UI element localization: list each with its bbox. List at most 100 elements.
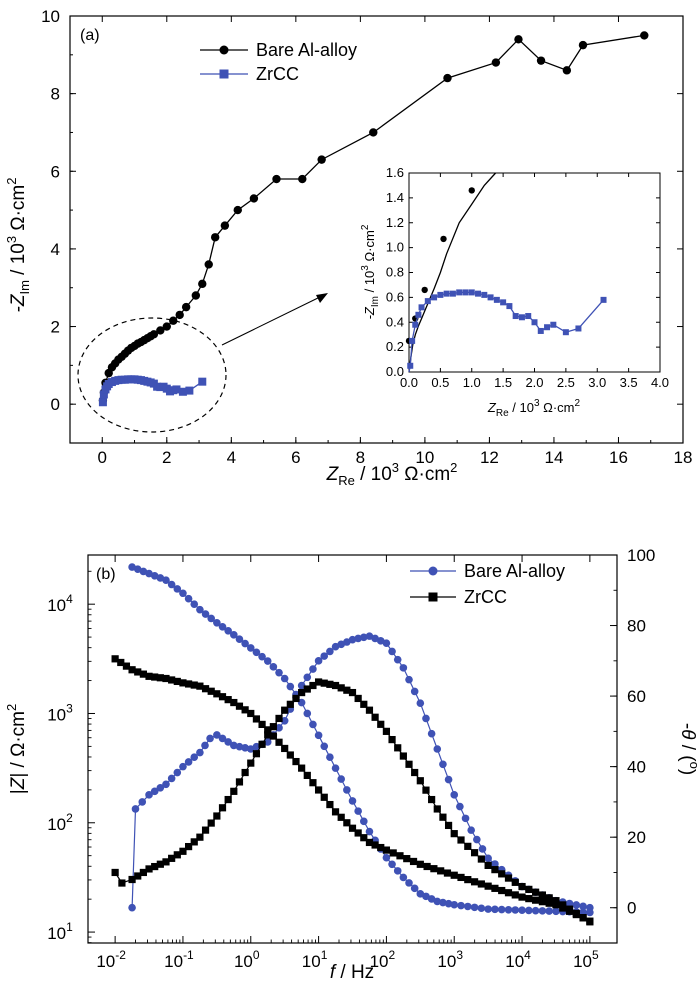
series-b-phase-point-1 — [111, 868, 119, 877]
y2-label-b-end: ) — [677, 769, 698, 775]
inset-y-label-sup: 3 — [360, 265, 371, 271]
series-b-modulus-point-1 — [224, 696, 232, 704]
series-a-point-1 — [198, 377, 207, 386]
series-b-phase-point-1 — [264, 731, 272, 739]
y2-tick-label-b: 100 — [627, 546, 655, 565]
x-label-a-rest: / 10 — [355, 464, 392, 485]
series-b-phase-point-1 — [457, 836, 465, 844]
y-tick-label-b-exp: 4 — [66, 592, 73, 606]
series-b-phase-point-0 — [484, 854, 492, 863]
series-b-modulus-point-0 — [439, 898, 447, 907]
series-b-modulus-point-0 — [405, 879, 413, 887]
x-tick-label-b: 105 — [573, 948, 599, 971]
series-b-phase-point-0 — [309, 665, 317, 673]
x-tick-label-a: 6 — [291, 448, 300, 467]
series-b-modulus-point-0 — [504, 905, 513, 914]
y-tick-label-a: 4 — [51, 240, 60, 259]
x-tick-label-b-exp: 3 — [456, 948, 463, 962]
inset-zrcc-point — [462, 289, 469, 296]
inset-zrcc-point — [525, 313, 532, 320]
series-b-phase-point-1 — [377, 720, 385, 728]
series-b-modulus-point-1 — [201, 685, 210, 693]
series-b-phase-point-0 — [213, 731, 221, 739]
x-tick-label-b: 100 — [234, 948, 260, 971]
series-b-phase-point-0 — [235, 742, 244, 751]
inset-zrcc-point — [493, 296, 500, 303]
series-a-point-0 — [210, 233, 220, 242]
inset-zrcc-point — [412, 321, 419, 328]
series-b-modulus-point-1 — [464, 876, 472, 884]
inset-x-label: ZRe / 103 Ω·cm2 — [487, 398, 581, 419]
series-b-phase-point-0 — [179, 762, 187, 771]
series-b-modulus-point-0 — [416, 890, 425, 898]
x-axis-label-a: ZRe / 103 Ω·cm2 — [326, 460, 458, 488]
series-a-point-0 — [578, 40, 588, 50]
y-tick-label-b-exp: 3 — [66, 701, 73, 715]
series-b-modulus-point-1 — [443, 869, 452, 877]
y-axis-label-b: |Z| / Ω·cm2 — [4, 704, 29, 794]
series-b-modulus-point-1 — [545, 899, 553, 907]
y-tick-label-b-base: 10 — [47, 815, 66, 834]
series-b-phase-point-0 — [388, 647, 396, 656]
series-b-phase-point-1 — [470, 849, 479, 857]
y-tick-label-a: 10 — [41, 7, 60, 26]
series-b-modulus-point-1 — [298, 764, 306, 772]
series-b-phase-point-1 — [525, 885, 533, 893]
x-label-b-main: f — [330, 962, 337, 983]
series-b-phase-point-1 — [545, 894, 553, 902]
series-b-modulus-point-0 — [297, 698, 306, 707]
series-b-modulus-point-0 — [497, 905, 506, 914]
series-a-point-0 — [220, 221, 230, 230]
inset-y-tick-label: 1.0 — [386, 240, 404, 255]
series-a-point-0 — [162, 322, 171, 331]
series-b-modulus-point-1 — [423, 862, 431, 871]
series-b-modulus-point-1 — [511, 891, 519, 899]
series-a-point-0 — [443, 73, 452, 83]
series-b-phase-point-0 — [131, 805, 140, 813]
series-b-phase-point-1 — [477, 855, 485, 863]
legend-a: Bare Al-alloy ZrCC — [200, 40, 357, 84]
series-b-modulus-point-1 — [518, 893, 526, 901]
series-b-modulus-point-1 — [382, 846, 391, 854]
series-b-modulus-point-0 — [525, 906, 533, 915]
inset-x-tick-label: 3.5 — [620, 375, 638, 390]
series-b-modulus-point-0 — [552, 907, 560, 916]
inset-frame — [408, 172, 661, 373]
series-b-phase-point-1 — [504, 874, 513, 882]
series-b-modulus-point-1 — [218, 693, 227, 701]
series-b-modulus-point-0 — [230, 630, 238, 639]
y-tick-label-b: 103 — [47, 701, 73, 724]
series-b-phase-point-1 — [405, 760, 413, 768]
y-tick-label-a: 2 — [51, 318, 60, 337]
series-b-modulus-point-0 — [337, 775, 345, 783]
inset-x-label-sup: 3 — [534, 398, 540, 409]
series-b-modulus-point-1 — [269, 732, 277, 740]
inset-x-ticks: 0.0 0.5 1.0 1.5 2.0 2.5 3.0 3.5 4.0 — [400, 173, 669, 390]
x-tick-label-b-base: 10 — [96, 952, 115, 971]
x-tick-label-b: 104 — [505, 948, 531, 971]
series-b-modulus-point-1 — [303, 771, 311, 780]
inset-y-tick-label: 1.2 — [386, 215, 404, 230]
series-b-phase-point-0 — [410, 687, 419, 696]
plot-frame-b — [87, 554, 618, 944]
legend-b: Bare Al-alloy ZrCC — [410, 561, 565, 607]
series-b-modulus-point-0 — [207, 614, 216, 623]
series-b-modulus-point-0 — [518, 906, 526, 915]
series-b-phase-point-0 — [348, 635, 357, 644]
series-b-phase-point-0 — [184, 758, 193, 766]
series-b-modulus-point-1 — [409, 857, 418, 866]
y-tick-label-b-base: 10 — [47, 924, 66, 943]
series-b-phase-point-1 — [422, 786, 430, 794]
y-tick-label-b: 102 — [47, 811, 73, 834]
series-b-modulus-point-0 — [427, 895, 436, 903]
y2-axis-ticks-b: 0 20 40 60 80 100 — [610, 546, 655, 944]
series-b-phase-point-0 — [303, 673, 312, 682]
y-tick-label-b: 101 — [47, 920, 73, 943]
series-b-phase-point-1 — [281, 706, 289, 714]
x-tick-label-b-base: 10 — [573, 952, 592, 971]
series-b-modulus-point-1 — [396, 852, 404, 860]
x-label-a-unit: Ω·cm — [399, 464, 450, 485]
series-b-modulus-point-1 — [360, 834, 368, 842]
series-b-phase-point-0 — [241, 744, 249, 752]
series-b-modulus-point-1 — [264, 726, 272, 734]
